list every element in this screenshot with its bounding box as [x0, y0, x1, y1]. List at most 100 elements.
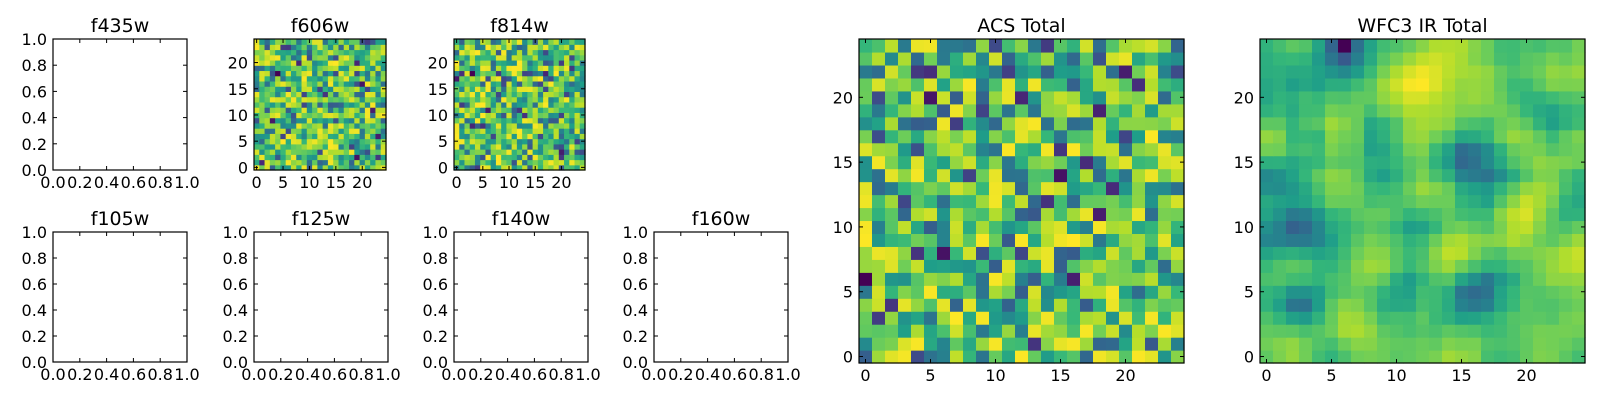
heatmap-cell	[469, 138, 476, 145]
heatmap-cell	[269, 44, 276, 51]
heatmap-cell	[464, 154, 471, 161]
heatmap-cell	[1119, 207, 1133, 222]
heatmap-cell	[1325, 142, 1339, 157]
heatmap-cell	[343, 44, 350, 51]
heatmap-cell	[1145, 324, 1159, 338]
y-tick-label: 15	[1234, 153, 1254, 172]
heatmap-cell	[1171, 90, 1185, 105]
heatmap-cell	[516, 149, 523, 155]
heatmap-cell	[1481, 220, 1495, 234]
heatmap-cell	[1455, 155, 1469, 170]
heatmap-cell	[349, 128, 355, 134]
heatmap-cell	[1455, 324, 1469, 338]
heatmap-cell	[327, 65, 334, 72]
heatmap-cell	[976, 311, 990, 325]
heatmap-cell	[1054, 207, 1068, 222]
heatmap-cell	[1067, 39, 1081, 53]
heatmap-cell	[306, 80, 313, 87]
heatmap-cell	[532, 138, 539, 145]
heatmap-cell	[522, 75, 528, 82]
heatmap-cell	[1080, 77, 1094, 92]
heatmap-cell	[1364, 129, 1378, 144]
heatmap-cell	[574, 143, 581, 150]
heatmap-cell	[269, 117, 276, 124]
heatmap-cell	[989, 207, 1003, 222]
y-tick-label: 0.4	[423, 301, 448, 320]
heatmap-cell	[1364, 181, 1378, 196]
heatmap-cell	[950, 246, 964, 260]
heatmap-cell	[296, 54, 303, 61]
heatmap-cell	[1260, 207, 1274, 222]
heatmap-cell	[469, 128, 476, 134]
heatmap-cell	[1054, 77, 1068, 92]
y-tick-label: 0.0	[22, 161, 47, 180]
heatmap-cell	[553, 117, 560, 124]
heatmap-cell	[511, 54, 518, 61]
heatmap-cell	[464, 91, 471, 98]
heatmap-cell	[1520, 311, 1534, 325]
heatmap-cell	[459, 143, 466, 150]
heatmap-cell	[380, 117, 387, 124]
heatmap-cell	[537, 75, 544, 82]
heatmap-cell	[490, 149, 497, 155]
x-tick-label: 5	[1326, 366, 1336, 385]
heatmap-cell	[564, 117, 570, 124]
heatmap-cell	[338, 49, 345, 56]
heatmap-cell	[1390, 77, 1404, 92]
heatmap-cell	[338, 80, 345, 87]
heatmap-cell	[548, 143, 555, 150]
heatmap-cell	[1286, 77, 1300, 92]
heatmap-cell	[495, 122, 502, 129]
heatmap-cell	[516, 164, 523, 171]
heatmap-cell	[343, 117, 350, 124]
heatmap-cell	[275, 133, 281, 140]
heatmap-cell	[306, 75, 313, 82]
panel-title: WFC3 IR Total	[1357, 15, 1487, 37]
heatmap-cell	[312, 164, 318, 171]
heatmap-cell	[1507, 142, 1521, 157]
heatmap-cell	[474, 65, 481, 72]
heatmap-cell	[501, 59, 507, 66]
heatmap-cell	[558, 75, 565, 82]
heatmap-cell	[495, 44, 502, 51]
heatmap-cell	[558, 117, 565, 124]
heatmap-cell	[312, 49, 318, 56]
heatmap-cell	[1455, 90, 1469, 105]
heatmap-cell	[1338, 194, 1352, 209]
heatmap-cell	[564, 75, 570, 82]
heatmap-cell	[1494, 220, 1508, 234]
heatmap-cell	[290, 154, 297, 161]
heatmap-cell	[569, 112, 576, 119]
heatmap-cell	[301, 117, 308, 124]
heatmap-cell	[1338, 77, 1352, 92]
heatmap-cell	[522, 70, 528, 77]
heatmap-cell	[553, 70, 560, 77]
heatmap-cell	[370, 122, 377, 129]
heatmap-cell	[963, 116, 977, 131]
x-tick-label: 1.0	[575, 365, 600, 384]
heatmap-cell	[1520, 90, 1534, 105]
heatmap-cell	[375, 112, 382, 119]
heatmap-cell	[1325, 103, 1339, 118]
heatmap-cell	[317, 164, 324, 171]
heatmap-cell	[558, 154, 565, 161]
heatmap-cell	[532, 44, 539, 51]
heatmap-cell	[1364, 246, 1378, 260]
heatmap-cell	[359, 70, 366, 77]
heatmap-cell	[574, 86, 581, 92]
heatmap-cell	[1429, 350, 1443, 364]
heatmap-cell	[359, 101, 366, 108]
heatmap-cell	[1364, 220, 1378, 234]
heatmap-cell	[1494, 77, 1508, 92]
x-tick-label: 20	[1115, 366, 1135, 385]
heatmap-cell	[911, 103, 925, 118]
heatmap-cell	[1377, 337, 1391, 351]
heatmap-cell	[1455, 194, 1469, 209]
heatmap-cell	[1273, 233, 1287, 247]
heatmap-cell	[485, 44, 492, 51]
heatmap-cell	[301, 39, 308, 45]
heatmap-cell	[380, 133, 387, 140]
heatmap-cell	[370, 59, 377, 66]
heatmap-cell	[333, 101, 340, 108]
heatmap-cell	[1080, 103, 1094, 118]
